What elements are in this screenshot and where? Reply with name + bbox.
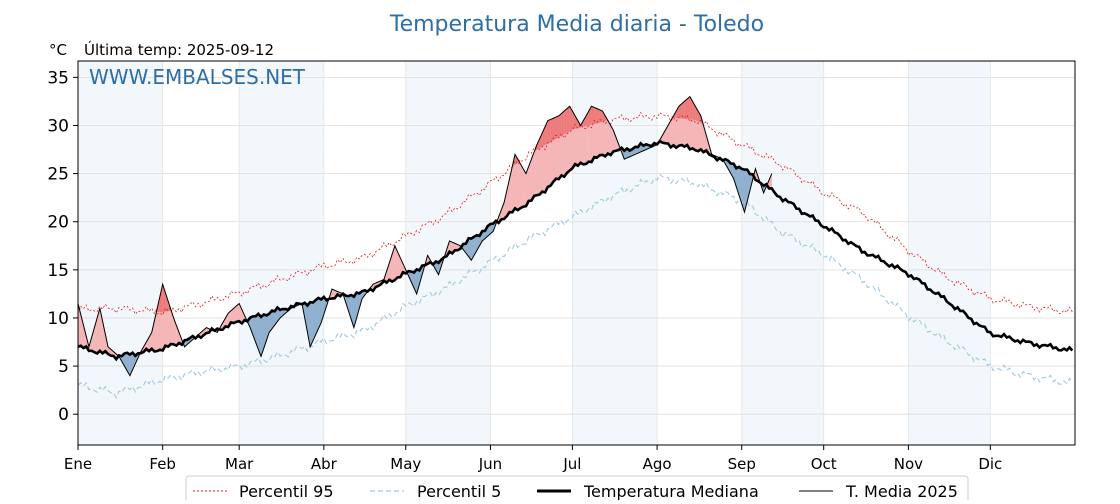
legend-label-percentil-5: Percentil 5 <box>417 482 501 500</box>
y-tick-label: 5 <box>58 357 69 377</box>
y-tick-label: 35 <box>47 68 69 88</box>
x-tick-label-feb: Feb <box>149 455 176 473</box>
month-band-nov <box>908 61 990 445</box>
fill-above-median <box>534 145 537 198</box>
y-tick-label: 25 <box>47 165 69 185</box>
fill-above-p95 <box>559 113 562 137</box>
fill-below-median <box>310 301 313 346</box>
legend-label-t-media-2025: T. Media 2025 <box>845 482 958 500</box>
fill-above-p95 <box>684 99 687 119</box>
fill-above-median <box>236 304 239 323</box>
fill-above-p95 <box>553 117 556 140</box>
x-tick-label-nov: Nov <box>894 455 923 473</box>
fill-above-median <box>523 169 526 206</box>
fill-above-p95 <box>548 119 551 143</box>
fill-above-p95 <box>597 109 600 124</box>
x-tick-label-mar: Mar <box>225 455 254 473</box>
fill-above-p95 <box>564 109 567 134</box>
chart-title: Temperatura Media diaria - Toledo <box>389 12 764 37</box>
x-tick-label-jul: Jul <box>562 455 581 473</box>
x-tick-label-oct: Oct <box>811 455 837 473</box>
x-tick-label-may: May <box>390 455 421 473</box>
fill-above-p95 <box>594 107 597 123</box>
y-tick-label: 20 <box>47 213 69 233</box>
fill-above-p95 <box>600 110 603 123</box>
x-tick-label-abr: Abr <box>311 455 338 473</box>
legend: Percentil 95 Percentil 5 Temperatura Med… <box>186 476 968 500</box>
fill-above-p95 <box>567 106 570 132</box>
fill-above-median <box>518 159 521 209</box>
x-tick-label-sep: Sep <box>728 455 756 473</box>
x-tick-label-ago: Ago <box>643 455 672 473</box>
x-tick-label-ene: Ene <box>64 455 92 473</box>
month-band-mar <box>239 61 324 445</box>
last-temp-label: Última temp: 2025-09-12 <box>84 40 274 59</box>
y-tick-label: 30 <box>47 116 69 136</box>
fill-above-median <box>521 164 524 207</box>
fill-above-p95 <box>561 111 564 136</box>
y-tick-label: 15 <box>47 261 69 281</box>
legend-label-temperatura-mediana: Temperatura Mediana <box>583 482 759 500</box>
legend-label-percentil-95: Percentil 95 <box>239 482 334 500</box>
month-band-sep <box>742 61 824 445</box>
y-tick-label: 10 <box>47 309 69 329</box>
watermark: WWW.EMBALSES.NET <box>89 65 306 89</box>
x-tick-label-dic: Dic <box>978 455 1002 473</box>
month-band-ene <box>78 61 163 445</box>
unit-label: °C <box>49 41 67 59</box>
fill-above-median <box>605 116 608 155</box>
y-tick-label: 0 <box>58 405 69 425</box>
fill-above-p95 <box>592 106 595 124</box>
x-tick-label-jun: Jun <box>478 455 502 473</box>
